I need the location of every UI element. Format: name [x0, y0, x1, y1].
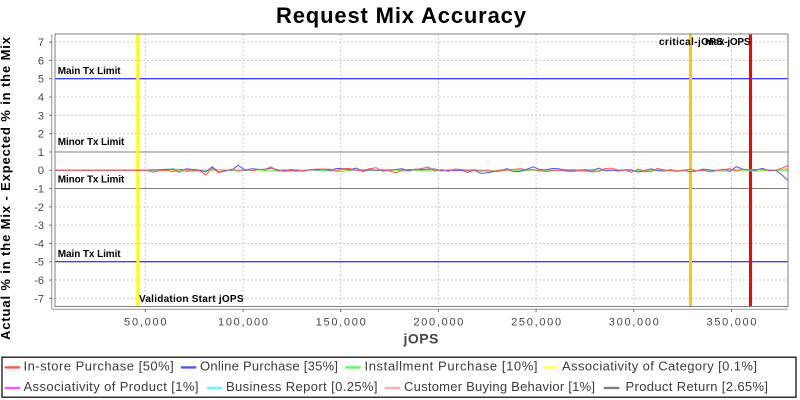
svg-text:-5: -5 [34, 257, 44, 269]
svg-text:Minor Tx Limit: Minor Tx Limit [58, 175, 125, 186]
svg-text:critical-jOPS: critical-jOPS [659, 37, 723, 48]
svg-text:Installment Purchase [10%]: Installment Purchase [10%] [365, 359, 538, 374]
svg-text:Main Tx Limit: Main Tx Limit [58, 66, 121, 77]
svg-text:100,000: 100,000 [218, 316, 268, 328]
svg-text:-6: -6 [34, 275, 44, 287]
svg-text:Associativity of Product [1%]: Associativity of Product [1%] [24, 379, 199, 394]
svg-text:250,000: 250,000 [511, 316, 561, 328]
svg-text:2: 2 [38, 129, 44, 141]
svg-text:300,000: 300,000 [609, 316, 659, 328]
svg-text:-2: -2 [34, 202, 44, 214]
svg-text:max-jOPS: max-jOPS [705, 37, 751, 48]
svg-text:-4: -4 [34, 238, 44, 250]
svg-text:-3: -3 [34, 220, 44, 232]
svg-text:jOPS: jOPS [403, 331, 439, 347]
svg-text:Product Return [2.65%]: Product Return [2.65%] [626, 379, 769, 394]
svg-text:In-store Purchase [50%]: In-store Purchase [50%] [24, 359, 174, 374]
svg-text:-1: -1 [34, 183, 44, 195]
svg-text:Main Tx Limit: Main Tx Limit [58, 249, 121, 260]
svg-text:Customer Buying Behavior [1%]: Customer Buying Behavior [1%] [404, 379, 595, 394]
svg-text:200,000: 200,000 [413, 316, 463, 328]
svg-text:7: 7 [38, 37, 44, 49]
svg-text:50,000: 50,000 [124, 316, 167, 328]
svg-text:Request Mix Accuracy: Request Mix Accuracy [276, 3, 527, 28]
svg-text:1: 1 [38, 147, 44, 159]
svg-text:6: 6 [38, 55, 44, 67]
svg-text:Online Purchase [35%]: Online Purchase [35%] [200, 359, 338, 374]
svg-text:3: 3 [38, 110, 44, 122]
svg-text:0: 0 [38, 165, 44, 177]
svg-text:4: 4 [38, 92, 44, 104]
svg-text:Associativity of Category [0.1: Associativity of Category [0.1%] [562, 359, 757, 374]
svg-text:-7: -7 [34, 293, 44, 305]
svg-text:Minor Tx Limit: Minor Tx Limit [58, 137, 125, 148]
svg-text:Validation Start jOPS: Validation Start jOPS [139, 294, 244, 305]
svg-text:Actual % in the Mix - Expected: Actual % in the Mix - Expected % in the … [0, 36, 13, 340]
svg-text:Business Report [0.25%]: Business Report [0.25%] [226, 379, 378, 394]
svg-text:150,000: 150,000 [316, 316, 366, 328]
svg-text:5: 5 [38, 74, 44, 86]
svg-text:350,000: 350,000 [707, 316, 757, 328]
